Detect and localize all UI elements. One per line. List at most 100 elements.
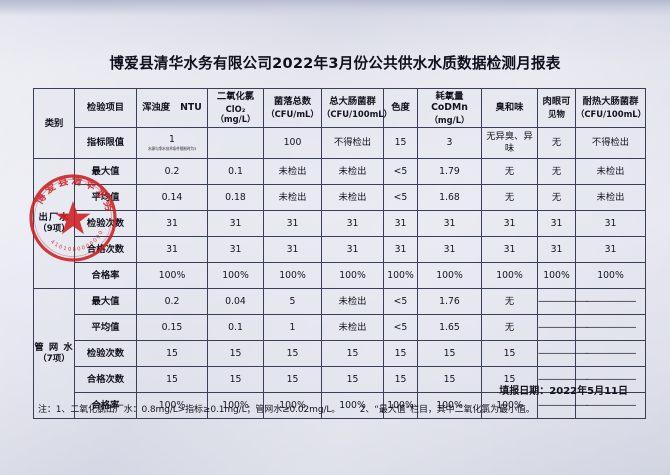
cell-value: 无 (537, 158, 576, 185)
header-turbidity-unit: NTU (180, 102, 202, 114)
cell-value: 31 (321, 236, 384, 263)
cell-value: 1.76 (417, 288, 482, 315)
header-chroma-name: 色度 (391, 102, 410, 114)
row-label-pass-count: 合格次数 (74, 366, 137, 393)
cell-value: 31 (417, 236, 482, 263)
cell-value: 未检出 (321, 314, 384, 341)
cell-value: 15 (417, 366, 482, 393)
cell-value: 31 (537, 210, 576, 237)
table-row: 检验次数 15 15 15 15 15 15 15 —————— —————— (34, 340, 646, 367)
header-coliform-name: 总大肠菌群 (329, 96, 376, 108)
footer-note: 注：1、二氧化氯出厂水：0.8mg/L>指标≥0.1mg/L；管网水≥0.02m… (38, 402, 638, 415)
cell-value: 100% (481, 392, 538, 419)
paper-top-edge (0, 0, 670, 16)
header-visible-unit: 见物 (548, 109, 565, 120)
cell-value: 0.1 (207, 314, 264, 341)
table-row: 出厂水 （9项） 最大值 0.2 0.1 未检出 未检出 <5 1.79 无 无… (33, 158, 646, 289)
header-colony: 菌落总数 （CFU/mL） (263, 88, 322, 128)
cell-value: 15 (417, 340, 482, 367)
header-odor: 臭和味 (481, 88, 538, 128)
cell-value: —————— (575, 314, 646, 341)
cell-value: <5 (383, 184, 418, 211)
limit-chroma: 15 (383, 127, 418, 159)
cell-value: 0.2 (136, 158, 208, 185)
cell-value: 15 (136, 340, 208, 367)
cell-value: 100% (417, 392, 482, 419)
cell-value: 31 (575, 236, 646, 263)
cell-value: 31 (537, 236, 576, 263)
table-row: 合格次数 15 15 15 15 15 15 15 —————— —————— (34, 366, 646, 393)
cell-value: 15 (383, 366, 418, 393)
cell-value: 31 (481, 210, 538, 237)
cell-value: 未检出 (321, 158, 384, 185)
cell-value: 15 (321, 340, 384, 367)
cell-value: 0.18 (207, 184, 264, 211)
cell-value: 100% (537, 262, 576, 289)
cell-value: 15 (481, 340, 538, 367)
table-header-row: 类别 检验项目 浑浊度 NTU 二氧化氯 ClO₂（mg/L） 菌落总数 （CFU… (33, 88, 646, 159)
cell-value: —————— (537, 314, 589, 341)
header-thermo-name: 耐热大肠菌群 (582, 96, 639, 108)
table-row-limit: 指标限值 1 水源与净水技术条件限制时为3 100 不得检出 15 3 无异臭、… (34, 127, 646, 159)
cell-value: 0.04 (207, 288, 264, 315)
cell-value: <5 (383, 288, 418, 315)
cell-value: 15 (383, 340, 418, 367)
header-visible-name: 肉眼可 (542, 96, 571, 108)
cell-value: 100% (417, 262, 482, 289)
limit-visible: 无 (537, 127, 576, 159)
header-visible: 肉眼可 见物 (537, 88, 576, 128)
header-odor-name: 臭和味 (495, 102, 524, 114)
header-thermo: 耐热大肠菌群 （CFU/100mL） (575, 88, 646, 128)
cell-value: <5 (383, 158, 418, 185)
cell-value: 未检出 (575, 184, 646, 211)
category-pipeline-water-count: （7项） (38, 354, 70, 365)
category-pipeline-water: 管 网 水 （7项） (33, 288, 75, 419)
header-coliform: 总大肠菌群 （CFU/100mL） (321, 88, 393, 128)
header-chroma: 色度 (383, 88, 418, 128)
row-label-limit: 指标限值 (74, 127, 137, 159)
cell-value: 5 (263, 288, 322, 315)
cell-value: 未检出 (575, 158, 646, 185)
cell-value: 100% (383, 262, 418, 289)
category-factory-water-label: 出厂水 (38, 211, 70, 223)
category-factory-water-count: （9项） (38, 224, 70, 235)
cell-value: 31 (136, 236, 208, 263)
header-clo2: 二氧化氯 ClO₂（mg/L） (207, 88, 264, 128)
cell-value: 15 (263, 340, 322, 367)
row-label-tests: 检验次数 (74, 340, 137, 367)
header-item: 检验项目 (74, 88, 137, 128)
cell-value: 31 (481, 236, 538, 263)
header-coliform-unit: （CFU/100mL） (322, 109, 393, 120)
cell-value: 31 (383, 236, 418, 263)
cell-value: 100% (136, 262, 208, 289)
cell-value: 0.1 (207, 158, 264, 185)
table-row: 合格率 100% 100% 100% 100% 100% 100% 100% —… (34, 392, 646, 419)
header-clo2-unit: ClO₂（mg/L） (215, 103, 256, 125)
limit-turbidity-value: 1 (169, 133, 175, 145)
cell-value: 无 (481, 314, 538, 341)
cell-value: 31 (136, 210, 208, 237)
limit-turbidity: 1 水源与净水技术条件限制时为3 (136, 127, 208, 159)
fill-date: 填报日期：2022年5月11日 (499, 386, 628, 397)
cell-value: 100% (207, 262, 264, 289)
table-row: 检验次数 31 31 31 31 31 31 31 31 31 (34, 210, 646, 237)
cell-value: 无 (481, 158, 538, 185)
limit-thermo: 不得检出 (575, 127, 646, 159)
cell-value: —————— (537, 288, 589, 315)
row-label-avg: 平均值 (74, 314, 137, 341)
cell-value: —————— (575, 392, 646, 419)
limit-clo2 (207, 127, 264, 159)
cell-value: 无 (537, 184, 576, 211)
cell-value: 0.2 (136, 288, 208, 315)
category-factory-water: 出厂水 （9项） (33, 158, 75, 289)
cell-value: 15 (321, 366, 384, 393)
header-turbidity-name: 浑浊度 (142, 102, 171, 114)
cell-value: 100% (321, 262, 384, 289)
cell-value: 100% (136, 392, 208, 419)
cell-value: 1 (263, 314, 322, 341)
header-clo2-name: 二氧化氯 (216, 91, 255, 103)
cell-value: 未检出 (321, 288, 384, 315)
row-label-tests: 检验次数 (74, 210, 137, 237)
category-pipeline-water-label: 管 网 水 (34, 341, 74, 353)
cell-value: 31 (207, 236, 264, 263)
